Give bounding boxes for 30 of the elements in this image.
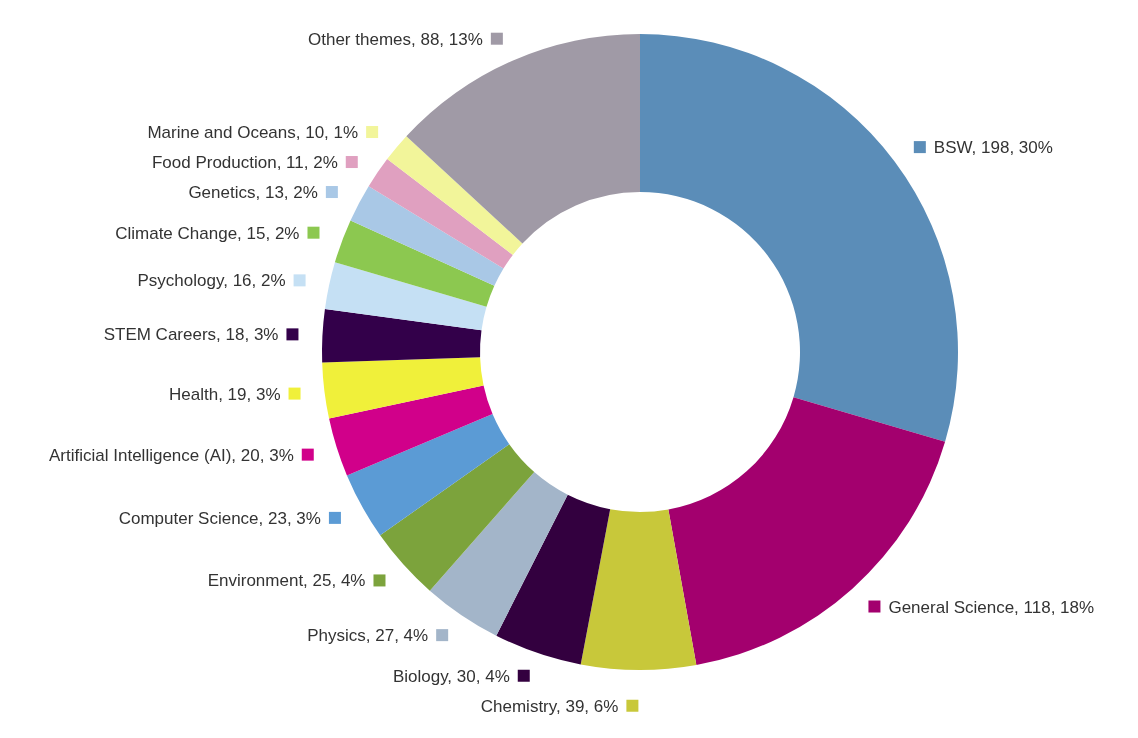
- legend-label: STEM Careers, 18, 3%: [103, 325, 279, 345]
- legend-label: Biology, 30, 4%: [392, 666, 510, 686]
- donut-slice: [346, 414, 510, 536]
- legend-label: Psychology, 16, 2%: [137, 271, 286, 291]
- legend-label: Marine and Oceans, 10, 1%: [147, 123, 359, 143]
- donut-slice: [322, 357, 484, 419]
- legend-label: Other themes, 88, 13%: [308, 29, 483, 49]
- legend-label: Computer Science, 23, 3%: [118, 508, 321, 528]
- donut-slice: [322, 308, 482, 363]
- slice-label: General Science, 118, 18%: [888, 597, 1095, 617]
- donut-slice: [324, 262, 487, 331]
- donut-slice: [668, 397, 946, 665]
- donut-slice: [580, 509, 697, 670]
- donut-slice: [380, 444, 535, 591]
- donut-slice: [368, 159, 513, 269]
- donut-slice: [496, 494, 611, 665]
- donut-slice: [429, 472, 568, 636]
- legend-label: Health, 19, 3%: [169, 384, 281, 404]
- legend-label: Chemistry, 39, 6%: [480, 696, 619, 716]
- donut-slice: [334, 220, 495, 307]
- slice-label: BSW, 198, 30%: [933, 138, 1053, 158]
- donut-slice: [350, 186, 504, 286]
- legend-label: Physics, 27, 4%: [307, 626, 429, 646]
- donut-slice: [387, 136, 523, 255]
- legend-label: Climate Change, 15, 2%: [115, 223, 300, 243]
- legend-label: Genetics, 13, 2%: [188, 183, 318, 203]
- donut-slice: [329, 385, 493, 476]
- legend-label: Artificial Intelligence (AI), 20, 3%: [49, 445, 294, 465]
- legend-label: Food Production, 11, 2%: [151, 153, 338, 173]
- legend-label: Environment, 25, 4%: [207, 571, 366, 591]
